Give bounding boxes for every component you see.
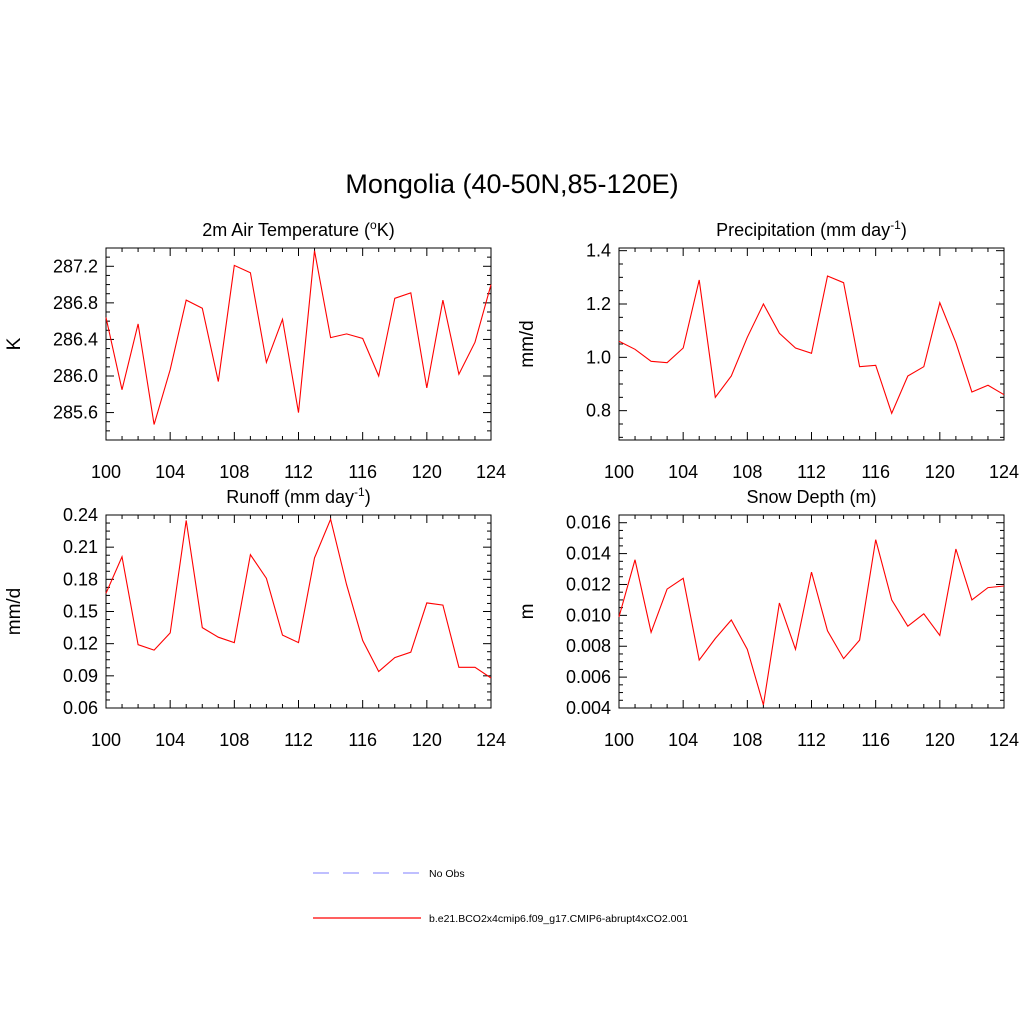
panel-title-main: Precipitation (mm day xyxy=(716,220,890,240)
series-line-1 xyxy=(105,250,492,425)
y-tick-label: 0.8 xyxy=(586,401,611,421)
x-tick-label: 120 xyxy=(925,462,955,482)
chart-panel-3: 100 104 108 112 116 120 124 0.06 0.09 0.12 0.15 0.1… xyxy=(4,485,506,750)
panel-title-tail: ) xyxy=(901,220,907,240)
y-tick-label: 287.2 xyxy=(53,256,98,276)
y-tick-label: 0.06 xyxy=(63,698,98,718)
y-tick-label: 286.4 xyxy=(53,329,98,349)
panel-title-main: Runoff (mm day xyxy=(226,487,354,507)
legend-item-2: b.e21.BCO2x4cmip6.f09_g17.CMIP6-abrupt4x… xyxy=(313,913,688,925)
panel-title-tail: ) xyxy=(365,487,371,507)
series-line-1 xyxy=(618,275,1005,415)
plot-frame xyxy=(105,514,492,709)
panel-title-tail: K) xyxy=(377,220,395,240)
y-tick-label: 0.004 xyxy=(566,698,611,718)
y-tick-label: 0.014 xyxy=(566,544,611,564)
y-tick-label: 0.15 xyxy=(63,602,98,622)
plot-frame xyxy=(618,247,1005,441)
x-tick-label: 116 xyxy=(348,462,377,482)
x-tick-label: 104 xyxy=(155,462,185,482)
x-tick-label: 108 xyxy=(219,462,249,482)
panel-title-sup: o xyxy=(370,218,377,232)
x-tick-label: 112 xyxy=(284,730,313,750)
panel-title-sup: -1 xyxy=(354,485,365,499)
y-tick-label: 0.006 xyxy=(566,667,611,687)
x-tick-label: 108 xyxy=(219,730,249,750)
legend-item-1: No Obs xyxy=(313,868,465,880)
x-tick-label: 116 xyxy=(861,462,890,482)
x-tick-label: 120 xyxy=(925,730,955,750)
legend: No Obs b.e21.BCO2x4cmip6.f09_g17.CMIP6-ab… xyxy=(313,868,688,925)
panel-title-main: Snow Depth (m) xyxy=(746,487,876,507)
x-tick-label: 108 xyxy=(732,730,762,750)
legend-label: No Obs xyxy=(429,868,465,880)
x-tick-label: 100 xyxy=(91,730,121,750)
panel-title: Precipitation (mm day-1) xyxy=(716,218,907,240)
x-tick-label: 104 xyxy=(155,730,185,750)
panel-title-main: 2m Air Temperature ( xyxy=(202,220,370,240)
y-tick-label: 285.6 xyxy=(53,403,98,423)
panels: 100 104 108 112 116 120 124 285.6 286.0 286.4 286.… xyxy=(4,218,1019,750)
legend-label: b.e21.BCO2x4cmip6.f09_g17.CMIP6-abrupt4x… xyxy=(429,913,688,925)
x-tick-label: 100 xyxy=(91,462,121,482)
x-tick-label: 120 xyxy=(412,462,442,482)
y-tick-label: 0.012 xyxy=(566,574,611,594)
y-tick-label: 0.21 xyxy=(63,537,98,557)
x-tick-label: 124 xyxy=(989,462,1019,482)
panel-title: Runoff (mm day-1) xyxy=(226,485,370,507)
y-tick-label: 1.4 xyxy=(586,241,611,261)
y-tick-label: 1.2 xyxy=(586,294,611,314)
y-tick-label: 0.09 xyxy=(63,666,98,686)
x-tick-label: 100 xyxy=(604,462,634,482)
x-tick-label: 108 xyxy=(732,462,762,482)
y-tick-label: 0.008 xyxy=(566,636,611,656)
y-tick-label: 0.18 xyxy=(63,569,98,589)
x-tick-label: 116 xyxy=(348,730,377,750)
panel-title: Snow Depth (m) xyxy=(746,487,876,507)
x-tick-label: 104 xyxy=(668,462,698,482)
y-tick-label: 286.0 xyxy=(53,366,98,386)
y-tick-label: 0.016 xyxy=(566,513,611,533)
x-tick-label: 124 xyxy=(476,730,506,750)
x-tick-label: 112 xyxy=(797,462,826,482)
series-line-1 xyxy=(105,517,492,679)
y-axis-label: m xyxy=(517,604,538,620)
x-tick-label: 124 xyxy=(989,730,1019,750)
chart-panel-2: 100 104 108 112 116 120 124 0.8 1.0 1.2 1.4 mm/d Pre… xyxy=(517,218,1019,482)
chart-panel-4: 100 104 108 112 116 120 124 0.004 0.006 0.008 0.01… xyxy=(517,487,1019,750)
y-axis-label: mm/d xyxy=(517,320,538,368)
panel-title-sup: -1 xyxy=(890,218,901,232)
x-tick-label: 100 xyxy=(604,730,634,750)
x-tick-label: 104 xyxy=(668,730,698,750)
y-axis-label: K xyxy=(4,337,25,350)
y-axis-label: mm/d xyxy=(4,588,25,636)
chart-panel-1: 100 104 108 112 116 120 124 285.6 286.0 286.4 286.… xyxy=(4,218,506,482)
x-tick-label: 120 xyxy=(412,730,442,750)
x-tick-label: 112 xyxy=(797,730,826,750)
x-tick-label: 112 xyxy=(284,462,313,482)
page-title: Mongolia (40-50N,85-120E) xyxy=(345,169,678,199)
y-tick-label: 0.010 xyxy=(566,605,611,625)
y-tick-label: 0.12 xyxy=(63,634,98,654)
y-tick-label: 286.8 xyxy=(53,293,98,313)
y-tick-label: 0.24 xyxy=(63,505,98,525)
x-tick-label: 124 xyxy=(476,462,506,482)
panel-title: 2m Air Temperature (oK) xyxy=(202,218,394,240)
plot-frame xyxy=(618,514,1005,709)
x-tick-label: 116 xyxy=(861,730,890,750)
y-tick-label: 1.0 xyxy=(586,347,611,367)
series-line-1 xyxy=(618,539,1005,706)
